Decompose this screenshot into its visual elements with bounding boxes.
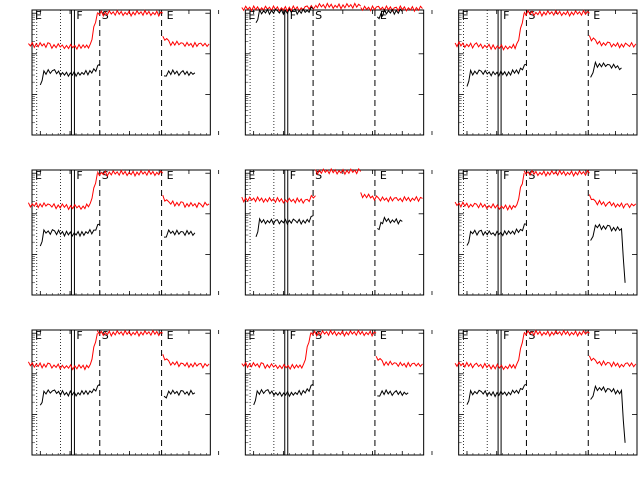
- flare-marker-label: F: [503, 329, 509, 342]
- saa-marker-label: S: [315, 329, 322, 342]
- eclipse-marker-label: E: [380, 329, 387, 342]
- lld-rate-line: [360, 192, 423, 203]
- lld-rate-line: [96, 329, 163, 338]
- event-marker-label: E: [35, 9, 42, 22]
- saa-marker-label: S: [102, 169, 109, 182]
- plot-frame: [458, 329, 638, 456]
- event-marker-label: E: [35, 169, 42, 182]
- event-marker-label: E: [462, 9, 469, 22]
- lld-rate-line: [310, 329, 377, 338]
- event-rate-line: [466, 223, 527, 246]
- plot-frame: [31, 329, 211, 456]
- saa-marker-label: S: [528, 9, 535, 22]
- eclipse-marker-label: E: [593, 169, 600, 182]
- plot-frame: [458, 9, 638, 136]
- saa-marker-label: S: [528, 169, 535, 182]
- event-rate-line: [163, 68, 196, 77]
- event-rate-line: [163, 228, 196, 238]
- plot-frame: [244, 329, 425, 456]
- eclipse-marker-label: E: [593, 9, 600, 22]
- eclipse-marker-label: E: [593, 329, 600, 342]
- flare-marker-label: F: [290, 329, 296, 342]
- flare-marker-label: F: [290, 9, 296, 22]
- saa-marker-label: S: [528, 329, 535, 342]
- eclipse-marker-label: E: [167, 9, 174, 22]
- event-marker-label: E: [248, 9, 255, 22]
- event-rate-line: [466, 63, 527, 87]
- lld-rate-line: [588, 355, 637, 369]
- lld-rate-line: [454, 333, 525, 371]
- lld-rate-line: [27, 333, 98, 371]
- event-rate-line: [39, 63, 101, 86]
- saa-marker-label: S: [102, 9, 109, 22]
- event-rate-line: [39, 223, 100, 247]
- plot-frame: [244, 9, 425, 136]
- lld-rate-line: [97, 9, 164, 18]
- flare-marker-label: F: [76, 329, 82, 342]
- event-rate-line: [377, 216, 403, 231]
- lld-rate-line: [28, 13, 98, 51]
- event-rate-line: [253, 383, 314, 406]
- event-rate-line: [163, 389, 196, 399]
- event-marker-label: E: [248, 329, 255, 342]
- event-rate-line: [255, 6, 314, 24]
- lld-rate-line: [588, 194, 637, 210]
- eclipse-marker-label: E: [380, 9, 387, 22]
- lld-rate-line: [162, 195, 210, 209]
- lld-rate-line: [27, 173, 98, 211]
- event-marker-label: E: [462, 329, 469, 342]
- event-rate-line: [377, 388, 409, 397]
- event-marker-label: E: [35, 329, 42, 342]
- flare-marker-label: F: [76, 169, 82, 182]
- event-rate-line: [590, 384, 626, 443]
- lld-rate-line: [375, 355, 423, 369]
- lld-rate-line: [588, 35, 637, 49]
- lld-rate-line: [454, 13, 525, 51]
- saa-marker-label: S: [102, 329, 109, 342]
- lld-rate-line: [523, 329, 590, 338]
- event-rate-line: [376, 8, 403, 20]
- lld-rate-line: [96, 169, 164, 178]
- event-marker-label: E: [462, 169, 469, 182]
- event-rate-line: [590, 223, 626, 283]
- event-marker-label: E: [248, 169, 255, 182]
- eclipse-marker-label: E: [167, 329, 174, 342]
- plot-frame: [31, 9, 211, 136]
- event-rate-line: [466, 383, 527, 405]
- saa-marker-label: S: [315, 169, 322, 182]
- lld-rate-line: [315, 167, 362, 176]
- lld-rate-line: [315, 2, 362, 10]
- flare-marker-label: F: [503, 9, 509, 22]
- plot-frame: [458, 169, 638, 296]
- event-rate-line: [590, 60, 622, 78]
- event-rate-line: [255, 215, 314, 237]
- eclipse-marker-label: E: [167, 169, 174, 182]
- plot-frame: [244, 169, 425, 296]
- lld-rate-line: [523, 9, 590, 18]
- flare-marker-label: F: [290, 169, 296, 182]
- saa-marker-label: S: [315, 9, 322, 22]
- lld-rate-line: [162, 354, 210, 369]
- flare-marker-label: F: [503, 169, 509, 182]
- lld-rate-line: [523, 169, 590, 178]
- lld-rate-line: [241, 333, 312, 371]
- eclipse-marker-label: E: [380, 169, 387, 182]
- lld-rate-line: [360, 4, 423, 13]
- lld-rate-line: [241, 194, 316, 205]
- flare-marker-label: F: [76, 9, 82, 22]
- event-rate-line: [39, 383, 101, 406]
- lld-rate-line: [162, 35, 210, 49]
- lld-rate-line: [454, 173, 525, 211]
